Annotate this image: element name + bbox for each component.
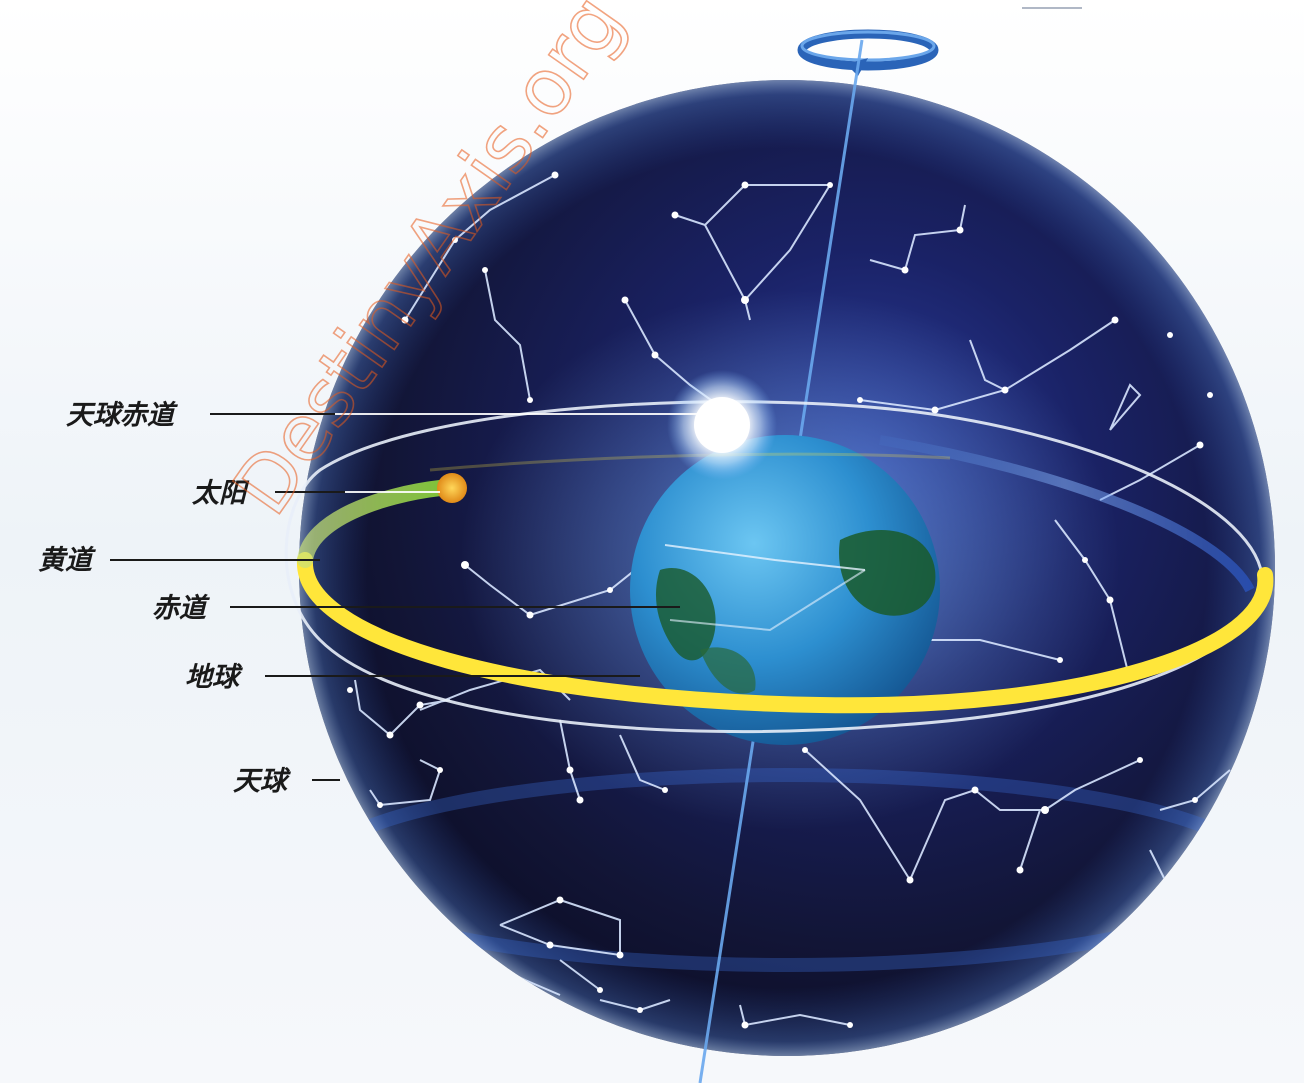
sun-marker: [437, 473, 467, 503]
rotation-arrow-icon: [797, 29, 939, 76]
label-sun: 太阳: [192, 478, 250, 509]
label-celestial-equator: 天球赤道: [66, 400, 178, 431]
leader-lines-inner: [335, 413, 700, 493]
label-equator: 赤道: [152, 593, 210, 624]
label-celestial-sphere: 天球: [233, 766, 291, 797]
label-ecliptic: 黄道: [38, 545, 96, 576]
leader-lines: [110, 413, 680, 781]
stars: [347, 171, 1213, 1029]
label-earth: 地球: [185, 662, 243, 693]
sun-glow: [667, 370, 777, 480]
earth-globe: [630, 435, 940, 745]
